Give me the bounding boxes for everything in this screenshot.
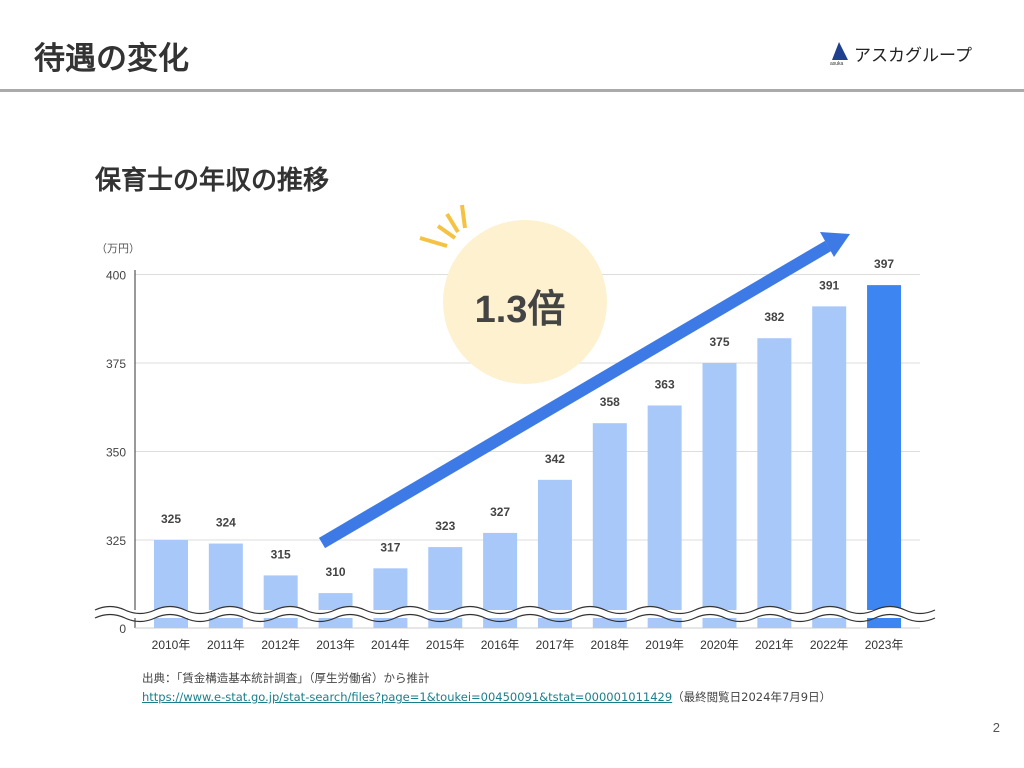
axis-break-line	[94, 605, 936, 615]
x-tick-label: 2014年	[371, 638, 410, 652]
bar	[702, 363, 737, 628]
svg-text:asuka: asuka	[830, 61, 844, 66]
growth-badge-text: 1.3倍	[475, 289, 566, 331]
growth-badge	[443, 220, 607, 384]
logo-text: アスカグループ	[854, 45, 972, 66]
data-label: 382	[764, 310, 784, 324]
x-tick-label: 2010年	[152, 638, 191, 652]
data-label: 324	[216, 516, 236, 530]
x-tick-label: 2013年	[316, 638, 355, 652]
x-tick-label: 2021年	[755, 638, 794, 652]
y-tick-label: 325	[106, 534, 126, 548]
y-tick-label: 375	[106, 357, 126, 371]
x-tick-label: 2018年	[590, 638, 629, 652]
axis-break-gap	[95, 610, 925, 618]
bar	[647, 405, 682, 628]
data-label: 397	[874, 257, 894, 271]
x-tick-label: 2017年	[536, 638, 575, 652]
x-tick-label: 2019年	[645, 638, 684, 652]
x-tick-label: 2015年	[426, 638, 465, 652]
x-tick-label: 2011年	[207, 638, 245, 652]
data-label: 342	[545, 452, 565, 466]
data-label: 358	[600, 395, 620, 409]
data-label: 317	[380, 540, 400, 554]
source-text: 出典：「賃金構造基本統計調査」（厚生労働省）から推計	[142, 671, 430, 685]
chart-subtitle: 保育士の年収の推移	[95, 166, 330, 196]
data-label: 310	[326, 565, 346, 579]
bar	[757, 338, 792, 628]
company-logo: asuka アスカグループ	[828, 40, 972, 66]
y-axis-unit: （万円）	[96, 242, 140, 255]
x-tick-label: 2016年	[481, 638, 520, 652]
source-link[interactable]: https://www.e-stat.go.jp/stat-search/fil…	[142, 690, 673, 704]
bar	[592, 423, 627, 628]
data-label: 325	[161, 512, 181, 526]
accessed-date: （最終閲覧日2024年7月9日）	[672, 690, 832, 704]
page-number: 2	[992, 720, 1000, 735]
bar	[867, 285, 902, 628]
x-tick-label: 2020年	[700, 638, 739, 652]
bar	[373, 568, 408, 628]
y-tick-label: 400	[106, 269, 126, 283]
axis-break-line	[94, 613, 936, 623]
data-label: 315	[271, 547, 291, 561]
data-label: 323	[435, 519, 455, 533]
header-divider	[0, 89, 1024, 92]
page-title: 待遇の変化	[34, 41, 189, 77]
data-label: 327	[490, 505, 510, 519]
logo-mark-icon: asuka	[830, 42, 848, 66]
source-note: 出典：「賃金構造基本統計調査」（厚生労働省）から推計 https://www.e…	[142, 669, 831, 707]
data-label: 375	[709, 335, 729, 349]
data-label: 363	[655, 377, 675, 391]
x-tick-label: 2022年	[810, 638, 849, 652]
trend-arrow	[318, 232, 850, 549]
data-label: 391	[819, 278, 839, 292]
y-tick-label: 350	[106, 446, 126, 460]
y-tick-label: 0	[119, 622, 126, 636]
x-tick-label: 2012年	[261, 638, 300, 652]
burst-icon	[419, 204, 467, 248]
x-tick-label: 2023年	[865, 638, 904, 652]
bar	[812, 306, 847, 628]
bar	[263, 575, 298, 628]
bar	[537, 479, 572, 628]
